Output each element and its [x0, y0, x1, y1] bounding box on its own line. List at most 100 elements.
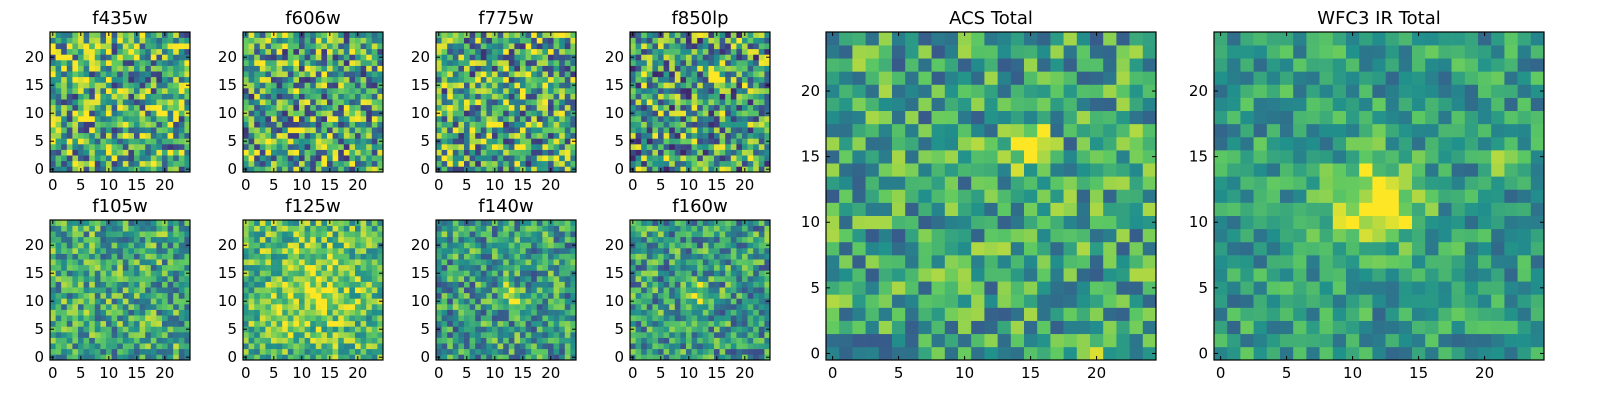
heatmap-cell — [447, 259, 454, 266]
heatmap-cell — [254, 144, 261, 150]
heatmap-cell — [89, 93, 96, 100]
heatmap-cell — [508, 292, 515, 299]
heatmap-cell — [658, 298, 664, 305]
heatmap-cell — [753, 88, 760, 94]
heatmap-cell — [287, 110, 294, 117]
heatmap-cell — [66, 88, 73, 94]
heatmap-cell — [570, 320, 577, 327]
heatmap-cell — [658, 292, 664, 299]
heatmap-cell — [714, 121, 720, 128]
heatmap-cell — [736, 88, 743, 94]
heatmap-cell — [167, 43, 174, 50]
heatmap-cell — [697, 348, 704, 355]
heatmap-cell — [145, 287, 152, 294]
heatmap-cell — [282, 82, 289, 89]
heatmap-cell — [128, 65, 135, 72]
heatmap-cell — [128, 276, 135, 282]
heatmap-cell — [548, 88, 554, 94]
heatmap-cell — [630, 276, 636, 282]
heatmap-cell — [349, 304, 356, 310]
heatmap-cell — [503, 343, 510, 350]
heatmap-cell — [55, 242, 62, 249]
heatmap-cell — [447, 88, 454, 94]
heatmap-cell — [486, 32, 493, 38]
heatmap-cell — [304, 270, 311, 277]
heatmap-cell — [542, 144, 549, 150]
heatmap-cell — [145, 326, 152, 333]
heatmap-cell — [122, 242, 129, 249]
heatmap-cell — [564, 149, 571, 156]
heatmap-cell — [173, 281, 180, 288]
heatmap-cell — [287, 76, 294, 83]
heatmap-cell — [61, 116, 68, 122]
heatmap-cell — [338, 65, 345, 72]
heatmap-cell — [447, 337, 454, 344]
x-tick-label: 20 — [155, 364, 174, 382]
heatmap-cell — [508, 242, 515, 249]
heatmap-cell — [503, 138, 510, 145]
heatmap-cell — [708, 348, 715, 355]
heatmap-cell — [514, 54, 521, 61]
heatmap-cell — [315, 253, 322, 260]
y-tick-label: 20 — [411, 236, 430, 254]
heatmap-cell — [503, 132, 510, 139]
heatmap-cell — [276, 48, 283, 55]
heatmap-cell — [758, 320, 765, 327]
heatmap-cell — [441, 149, 448, 156]
heatmap-cell — [503, 116, 510, 122]
heatmap-cell — [663, 332, 670, 338]
heatmap-cell — [128, 292, 135, 299]
heatmap-cell — [282, 37, 289, 44]
heatmap-cell — [315, 343, 322, 350]
heatmap-cell — [150, 138, 157, 145]
heatmap-cell — [559, 236, 566, 243]
heatmap-cell — [134, 309, 140, 316]
heatmap-cell — [436, 99, 442, 106]
heatmap-cell — [259, 236, 266, 243]
heatmap-cell — [61, 292, 68, 299]
heatmap-cell — [753, 121, 760, 128]
heatmap-cell — [293, 292, 300, 299]
heatmap-cell — [697, 54, 704, 61]
heatmap-cell — [436, 276, 442, 282]
heatmap-cell — [531, 326, 538, 333]
heatmap-cell — [61, 132, 68, 139]
heatmap-cell — [162, 144, 168, 150]
heatmap-cell — [156, 287, 163, 294]
heatmap-cell — [100, 236, 107, 243]
heatmap-cell — [525, 71, 532, 78]
heatmap-cell — [436, 76, 442, 83]
heatmap-cell — [514, 88, 521, 94]
heatmap-cell — [184, 320, 191, 327]
heatmap-cell — [349, 93, 356, 100]
heatmap-cell — [111, 121, 118, 128]
heatmap-cell — [343, 166, 350, 173]
heatmap-cell — [78, 76, 84, 83]
heatmap-cell — [719, 110, 726, 117]
heatmap-cell — [758, 48, 765, 55]
heatmap-cell — [106, 242, 112, 249]
heatmap-cell — [758, 65, 765, 72]
heatmap-cell — [61, 259, 68, 266]
heatmap-cell — [447, 231, 454, 238]
heatmap-cell — [742, 348, 748, 355]
heatmap-cell — [117, 220, 124, 226]
heatmap-cell — [503, 144, 510, 150]
heatmap-cell — [61, 343, 68, 350]
heatmap-cell — [282, 71, 289, 78]
heatmap-cell — [747, 304, 754, 310]
heatmap-cell — [167, 104, 174, 111]
heatmap-cell — [134, 281, 140, 288]
heatmap-cell — [486, 242, 493, 249]
heatmap-cell — [304, 104, 311, 111]
heatmap-cell — [475, 76, 482, 83]
heatmap-cell — [327, 76, 333, 83]
y-tick-label: 5 — [227, 132, 237, 150]
heatmap-cell — [730, 65, 737, 72]
heatmap-cell — [243, 93, 249, 100]
heatmap-cell — [72, 65, 79, 72]
heatmap-cell — [89, 270, 96, 277]
heatmap-cell — [100, 104, 107, 111]
heatmap-cell — [702, 32, 709, 38]
heatmap-cell — [332, 54, 339, 61]
